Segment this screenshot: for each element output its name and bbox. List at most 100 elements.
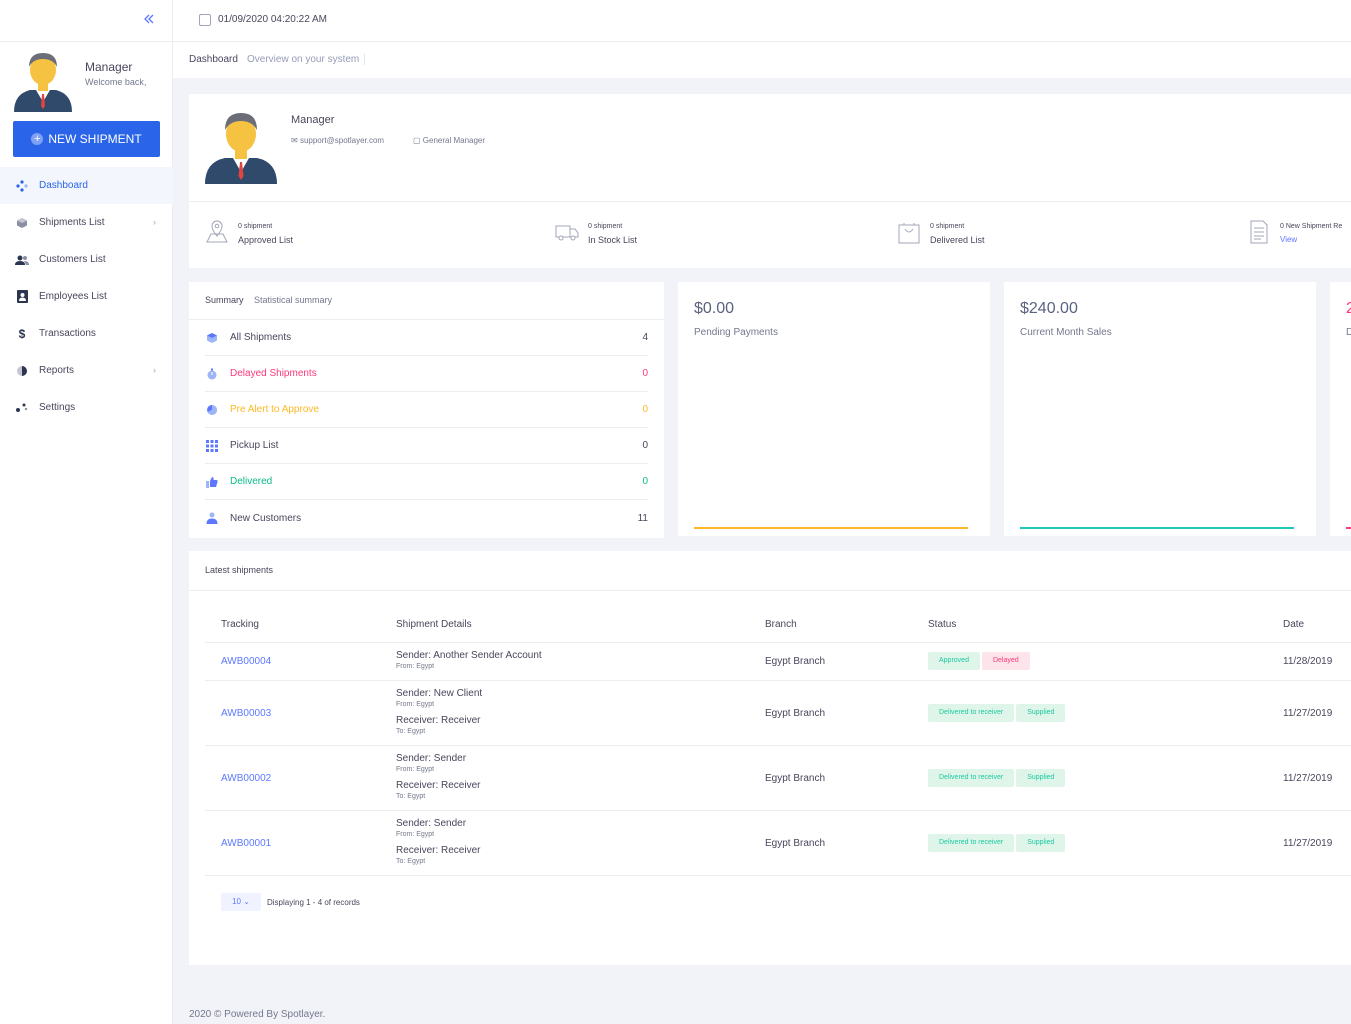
- col-shipment-details[interactable]: Shipment Details: [396, 619, 472, 630]
- date: 11/27/2019: [1283, 708, 1333, 719]
- sidebar-item-label: Shipments List: [39, 217, 105, 228]
- sidebar-item-settings[interactable]: Settings: [0, 389, 173, 426]
- summary-row-pickup[interactable]: Pickup List 0: [205, 428, 648, 464]
- shipment-details: Sender: Another Sender Account From: Egy…: [396, 650, 542, 677]
- pie-chart-icon: [15, 364, 29, 378]
- sidebar-item-transactions[interactable]: $ Transactions: [0, 315, 173, 352]
- shipment-details: Sender: New Client From: Egypt Receiver:…: [396, 688, 482, 742]
- status-badge: Delivered to receiver: [928, 834, 1015, 852]
- user-name: Manager: [85, 60, 133, 74]
- profile-email-text: support@spotlayer.com: [299, 136, 385, 145]
- summary-header: Summary Statistical summary: [189, 282, 664, 320]
- box-icon: [15, 216, 29, 230]
- widget-value: $0.00: [694, 300, 735, 317]
- from: From: Egypt: [396, 701, 435, 708]
- briefcase-icon: ▢: [413, 136, 423, 145]
- from: From: Egypt: [396, 663, 435, 670]
- row-divider: [205, 810, 1351, 811]
- stat-count: 0 shipment: [930, 223, 965, 230]
- sidebar: Manager Welcome back, + NEW SHIPMENT Das…: [0, 0, 173, 1024]
- summary-row-pre-alert[interactable]: Pre Alert to Approve 0: [205, 392, 648, 428]
- to: To: Egypt: [396, 858, 426, 865]
- chevron-right-icon: ›: [153, 217, 156, 227]
- summary-label: Delivered: [230, 476, 273, 487]
- summary-card: Summary Statistical summary All Shipment…: [189, 282, 664, 538]
- from: From: Egypt: [396, 766, 435, 773]
- summary-row-delayed[interactable]: Delayed Shipments 0: [205, 356, 648, 392]
- summary-row-all-shipments[interactable]: All Shipments 4: [205, 320, 648, 356]
- sender: Sender: New Client: [396, 688, 483, 699]
- sidebar-item-customers[interactable]: Customers List: [0, 241, 173, 278]
- sender: Sender: Sender: [396, 818, 467, 829]
- status-badges: Delivered to receiver Supplied: [928, 704, 1067, 722]
- tracking-link[interactable]: AWB00001: [221, 838, 272, 849]
- sidebar-item-label: Dashboard: [39, 180, 88, 191]
- col-status[interactable]: Status: [928, 619, 957, 630]
- summary-label: Pre Alert to Approve: [230, 404, 319, 415]
- user-box: Manager Welcome back,: [12, 50, 162, 112]
- page-size-value: 10: [232, 897, 241, 906]
- envelope-icon: ✉: [291, 136, 300, 145]
- summary-value: 0: [642, 404, 648, 415]
- summary-value: 11: [637, 512, 648, 524]
- tracking-link[interactable]: AWB00002: [221, 773, 272, 784]
- status-badges: Approved Delayed: [928, 652, 1032, 670]
- month-sales-widget: $240.00 Current Month Sales: [1004, 282, 1316, 536]
- pagination: 10 ⌄ Displaying 1 - 4 of records: [221, 893, 360, 911]
- collapse-sidebar-icon[interactable]: [141, 12, 157, 28]
- shipment-details: Sender: Sender From: Egypt Receiver: Rec…: [396, 818, 480, 872]
- new-shipment-button[interactable]: + NEW SHIPMENT: [13, 121, 160, 157]
- sidebar-header: [0, 0, 172, 42]
- cube-icon: [205, 331, 219, 345]
- summary-value: 4: [642, 332, 648, 343]
- truck-icon: [555, 225, 579, 241]
- status-badge: Supplied: [1016, 704, 1066, 722]
- summary-label: All Shipments: [230, 332, 292, 343]
- page-size-select[interactable]: 10 ⌄: [221, 893, 261, 911]
- col-branch[interactable]: Branch: [765, 619, 797, 630]
- date: 11/27/2019: [1283, 838, 1333, 849]
- sidebar-item-reports[interactable]: Reports ›: [0, 352, 173, 389]
- contact-book-icon: [15, 290, 29, 304]
- sender: Sender: Sender: [396, 753, 467, 764]
- tracking-link[interactable]: AWB00004: [221, 656, 272, 667]
- stat-label: Approved List: [238, 235, 294, 245]
- page-title: Dashboard: [189, 54, 238, 65]
- sidebar-menu: Dashboard Shipments List › Customers Lis…: [0, 167, 173, 426]
- status-badge: Delivered to receiver: [928, 704, 1015, 722]
- row-divider: [205, 745, 1351, 746]
- col-tracking[interactable]: Tracking: [221, 619, 259, 630]
- widget-label: D: [1346, 327, 1351, 338]
- row-divider: [205, 680, 1351, 681]
- profile-avatar: [205, 113, 277, 184]
- sidebar-item-dashboard[interactable]: Dashboard: [0, 167, 173, 204]
- calendar-icon: [199, 14, 211, 26]
- chevron-right-icon: ›: [153, 365, 156, 375]
- sidebar-item-employees[interactable]: Employees List: [0, 278, 173, 315]
- user-greeting: Welcome back,: [85, 77, 147, 87]
- summary-row-new-customers[interactable]: New Customers 11: [205, 500, 648, 536]
- dollar-icon: $: [18, 326, 26, 341]
- page-info: Displaying 1 - 4 of records: [267, 897, 360, 907]
- status-badges: Delivered to receiver Supplied: [928, 834, 1067, 852]
- stopwatch-icon: [205, 367, 219, 381]
- widget-line: [694, 527, 968, 529]
- status-badge: Supplied: [1016, 769, 1066, 787]
- summary-label: Pickup List: [230, 440, 279, 451]
- grid-icon: [205, 439, 219, 453]
- profile-email[interactable]: ✉ support@spotlayer.com: [291, 136, 384, 145]
- col-date[interactable]: Date: [1283, 619, 1305, 630]
- thumbs-up-icon: [205, 475, 219, 489]
- chevron-down-icon: ⌄: [243, 897, 250, 906]
- view-link[interactable]: View: [1280, 235, 1298, 244]
- sidebar-item-label: Settings: [39, 402, 76, 413]
- widget-value: $240.00: [1020, 300, 1078, 317]
- page-description: Overview on your system: [247, 54, 366, 65]
- status-badge: Approved: [928, 652, 980, 670]
- sidebar-item-shipments[interactable]: Shipments List ›: [0, 204, 173, 241]
- status-badge: Delivered to receiver: [928, 769, 1015, 787]
- sender: Sender: Another Sender Account: [396, 650, 542, 661]
- tracking-link[interactable]: AWB00003: [221, 708, 272, 719]
- summary-row-delivered[interactable]: Delivered 0: [205, 464, 648, 500]
- date: 11/27/2019: [1283, 773, 1333, 784]
